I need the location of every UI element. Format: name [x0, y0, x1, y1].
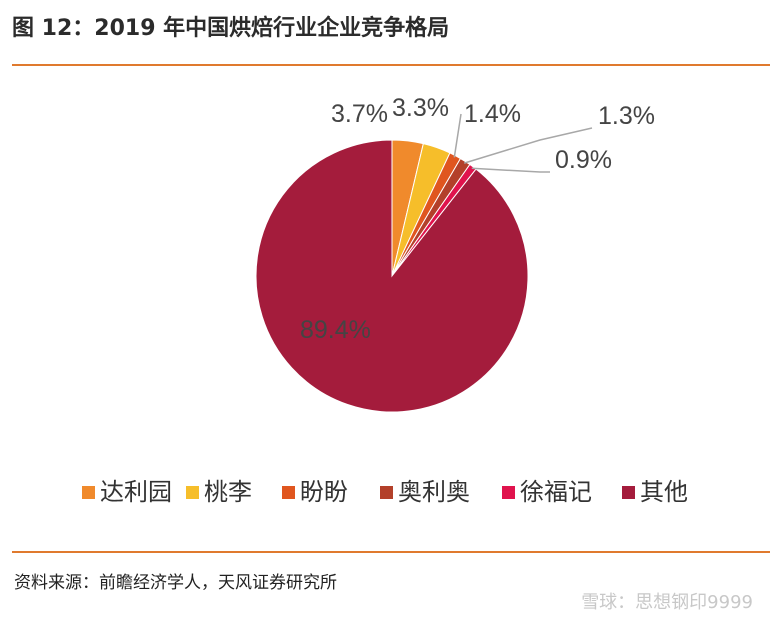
data-label-3: 1.4%	[464, 100, 521, 128]
legend-item-6: 其他	[622, 478, 688, 506]
pie-chart: 3.7% 3.3% 1.4% 1.3% 0.9% 89.4% 达利园 桃李 盼盼 奥利奥 徐福记 其…	[82, 94, 688, 506]
data-label-6: 89.4%	[300, 316, 371, 344]
data-label-1: 3.7%	[331, 100, 388, 128]
legend-item-1: 达利园	[82, 478, 172, 506]
title-divider	[12, 64, 770, 66]
legend-swatch-2	[186, 486, 199, 499]
legend: 达利园 桃李 盼盼 奥利奥 徐福记 其他	[82, 478, 688, 506]
legend-label-5: 徐福记	[520, 478, 592, 506]
data-label-5: 0.9%	[555, 146, 612, 174]
legend-swatch-6	[622, 486, 635, 499]
leader-line-3	[453, 113, 462, 158]
legend-label-2: 桃李	[204, 478, 252, 506]
source-note: 资料来源：前瞻经济学人，天风证券研究所	[14, 573, 337, 593]
legend-item-4: 奥利奥	[380, 478, 470, 506]
legend-swatch-5	[502, 486, 515, 499]
data-label-4: 1.3%	[598, 102, 655, 130]
pie-slice-6	[255, 139, 529, 413]
data-labels: 3.7% 3.3% 1.4% 1.3% 0.9% 89.4%	[300, 94, 655, 344]
footer-divider	[12, 551, 770, 553]
legend-swatch-1	[82, 486, 95, 499]
leader-lines	[453, 113, 593, 173]
data-label-2: 3.3%	[392, 94, 449, 122]
pie-slices	[255, 139, 529, 413]
leader-line-4	[463, 127, 593, 164]
legend-item-3: 盼盼	[282, 478, 348, 506]
watermark: 雪球：思想钢印9999	[581, 592, 753, 613]
legend-label-6: 其他	[640, 478, 688, 506]
legend-item-2: 桃李	[186, 478, 252, 506]
legend-label-4: 奥利奥	[398, 478, 470, 506]
legend-label-1: 达利园	[100, 478, 172, 506]
legend-swatch-4	[380, 486, 393, 499]
legend-item-5: 徐福记	[502, 478, 592, 506]
page-title: 图 12：2019 年中国烘焙行业企业竞争格局	[12, 16, 450, 41]
legend-label-3: 盼盼	[300, 478, 348, 506]
legend-swatch-3	[282, 486, 295, 499]
leader-line-5	[471, 167, 550, 173]
